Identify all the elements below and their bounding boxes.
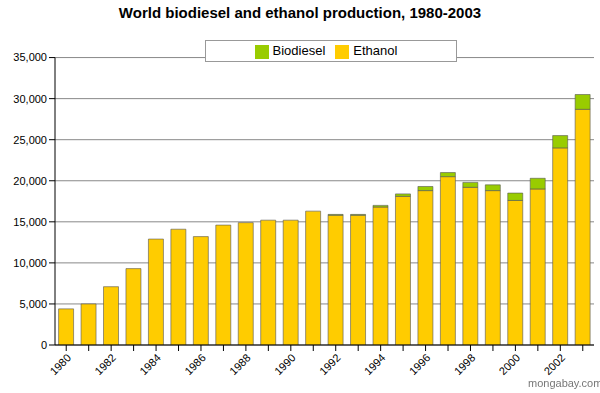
svg-text:15,000: 15,000 (13, 216, 47, 228)
svg-text:5,000: 5,000 (19, 298, 47, 310)
svg-text:20,000: 20,000 (13, 175, 47, 187)
svg-text:1998: 1998 (452, 351, 478, 377)
svg-text:1986: 1986 (182, 351, 208, 377)
svg-text:0: 0 (41, 339, 47, 351)
html-text:Biodiesel: Biodiesel (272, 43, 326, 58)
svg-text:1980: 1980 (47, 351, 73, 377)
html-text:Ethanol: Ethanol (353, 43, 398, 58)
svg-text:35,000: 35,000 (13, 51, 47, 63)
svg-text:1988: 1988 (227, 351, 253, 377)
svg-text:25,000: 25,000 (13, 134, 47, 146)
svg-text:1984: 1984 (137, 351, 163, 377)
svg-text:10,000: 10,000 (13, 257, 47, 269)
svg-text:1982: 1982 (92, 351, 118, 377)
svg-text:1996: 1996 (407, 351, 433, 377)
svg-text:1990: 1990 (272, 351, 298, 377)
svg-text:2002: 2002 (541, 351, 567, 377)
html-text:World biodiesel and ethanol pr: World biodiesel and ethanol production, … (118, 4, 482, 21)
svg-text:2000: 2000 (497, 351, 523, 377)
svg-text:30,000: 30,000 (13, 93, 47, 105)
svg-text:1994: 1994 (362, 351, 388, 377)
svg-text:1992: 1992 (317, 351, 343, 377)
